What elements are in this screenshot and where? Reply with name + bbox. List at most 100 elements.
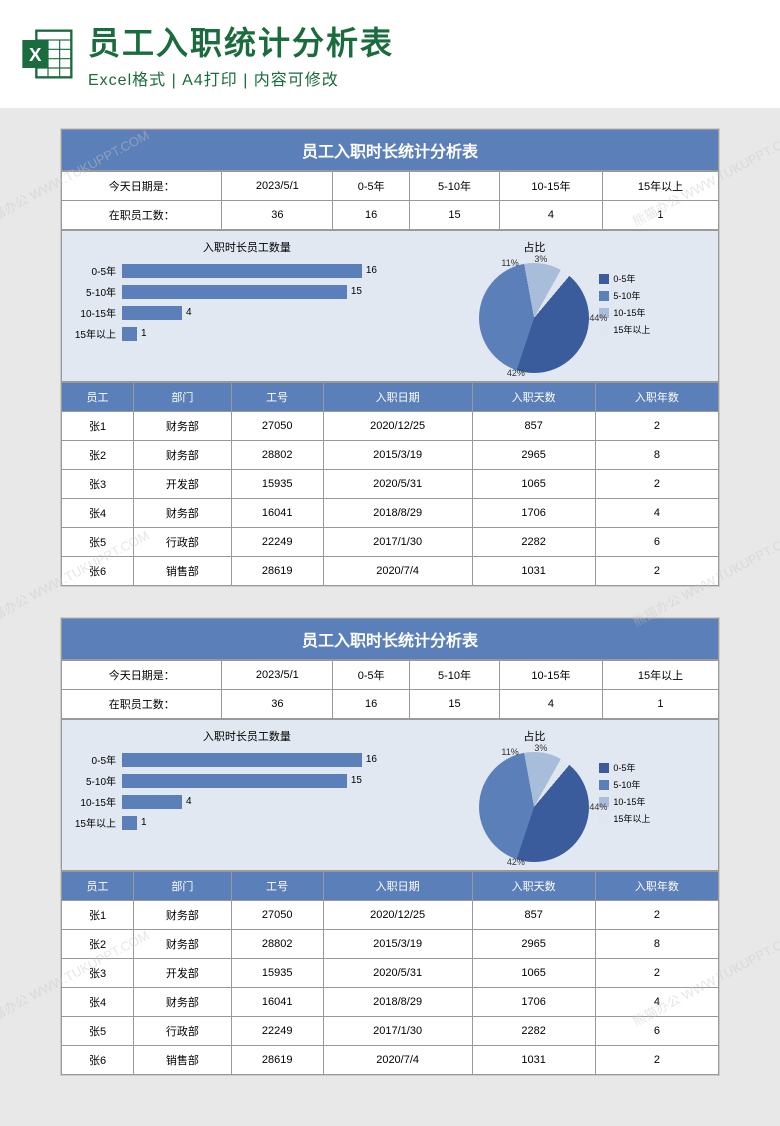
legend-item: 5-10年 [599, 289, 650, 302]
bar-label: 0-5年 [72, 752, 122, 767]
table-row: 张4财务部160412018/8/2917064 [62, 988, 719, 1017]
bar-fill [122, 753, 362, 767]
pie-chart-title: 占比 [479, 728, 589, 744]
summary-table: 今天日期是：2023/5/10-5年5-10年10-15年15年以上在职员工数：… [61, 171, 719, 230]
table-cell: 8 [595, 441, 718, 470]
table-cell: 销售部 [134, 557, 232, 586]
table-cell: 1065 [472, 470, 595, 499]
bar-chart: 入职时长员工数量0-5年165-10年1510-15年415年以上1 [72, 239, 422, 373]
table-cell: 28802 [231, 930, 323, 959]
bar-fill [122, 306, 182, 320]
table-header: 员工 [62, 872, 134, 901]
table-cell: 张3 [62, 959, 134, 988]
table-row: 张6销售部286192020/7/410312 [62, 1046, 719, 1075]
table-cell: 4 [595, 988, 718, 1017]
bar-value: 15 [347, 774, 362, 788]
table-cell: 行政部 [134, 1017, 232, 1046]
bar-chart-title: 入职时长员工数量 [72, 239, 422, 255]
pie-chart: 占比44%42%11%3%0-5年5-10年10-15年15年以上 [422, 239, 708, 373]
table-cell: 张4 [62, 988, 134, 1017]
banner-title: 员工入职统计分析表 [88, 18, 760, 64]
summary-cell: 1 [602, 690, 718, 719]
table-cell: 2965 [472, 930, 595, 959]
summary-cell: 0-5年 [333, 172, 410, 201]
pie-legend: 0-5年5-10年10-15年15年以上 [599, 761, 650, 829]
table-cell: 2017/1/30 [323, 1017, 472, 1046]
table-header: 工号 [231, 872, 323, 901]
table-header: 工号 [231, 383, 323, 412]
table-cell: 开发部 [134, 959, 232, 988]
table-cell: 27050 [231, 901, 323, 930]
excel-icon: X [20, 26, 76, 82]
pie-legend: 0-5年 5-10年 10-15年 15年以上 [599, 272, 650, 340]
table-cell: 27050 [231, 412, 323, 441]
summary-cell: 在职员工数： [62, 690, 222, 719]
bar-label: 15年以上 [72, 326, 122, 341]
table-cell: 1706 [472, 988, 595, 1017]
table-cell: 财务部 [134, 499, 232, 528]
table-cell: 张2 [62, 441, 134, 470]
legend-label: 0-5年 [613, 272, 635, 285]
pie-chart: 占比44%42%11%3%0-5年5-10年10-15年15年以上 [422, 728, 708, 862]
table-cell: 2 [595, 557, 718, 586]
table-cell: 2015/3/19 [323, 930, 472, 959]
table-cell: 张5 [62, 528, 134, 557]
legend-item: 5-10年 [599, 778, 650, 791]
summary-cell: 10-15年 [499, 172, 602, 201]
table-header: 入职年数 [595, 872, 718, 901]
table-header: 入职日期 [323, 383, 472, 412]
legend-label: 15年以上 [613, 323, 650, 336]
sheet-title: 员工入职时长统计分析表 [61, 618, 719, 660]
table-cell: 22249 [231, 1017, 323, 1046]
page-area: 熊猫办公 WWW.TUKUPPT.COM 熊猫办公 WWW.TUKUPPT.CO… [0, 108, 780, 1126]
table-cell: 2018/8/29 [323, 499, 472, 528]
table-cell: 张1 [62, 901, 134, 930]
summary-cell: 15年以上 [602, 172, 718, 201]
summary-cell: 5-10年 [410, 172, 500, 201]
chart-section: 入职时长员工数量0-5年165-10年1510-15年415年以上1占比44%4… [61, 719, 719, 871]
table-cell: 2 [595, 959, 718, 988]
table-cell: 1031 [472, 1046, 595, 1075]
chart-section: 入职时长员工数量0-5年165-10年1510-15年415年以上1占比44%4… [61, 230, 719, 382]
table-row: 张2财务部288022015/3/1929658 [62, 441, 719, 470]
summary-cell: 0-5年 [333, 661, 410, 690]
pie-slice-label: 42% [507, 857, 525, 867]
table-header: 员工 [62, 383, 134, 412]
bar-value: 1 [137, 327, 147, 341]
sheet: 员工入职时长统计分析表今天日期是：2023/5/10-5年5-10年10-15年… [60, 128, 720, 587]
table-row: 张3开发部159352020/5/3110652 [62, 470, 719, 499]
table-cell: 2965 [472, 441, 595, 470]
legend-item: 0-5年 [599, 761, 650, 774]
table-cell: 1031 [472, 557, 595, 586]
table-cell: 2 [595, 412, 718, 441]
employee-table: 员工部门工号入职日期入职天数入职年数张1财务部270502020/12/2585… [61, 871, 719, 1075]
table-cell: 16041 [231, 499, 323, 528]
table-cell: 15935 [231, 959, 323, 988]
table-cell: 2020/7/4 [323, 1046, 472, 1075]
table-cell: 张4 [62, 499, 134, 528]
summary-cell: 15年以上 [602, 661, 718, 690]
table-cell: 2282 [472, 528, 595, 557]
bar-row: 15年以上1 [72, 815, 422, 830]
bar-label: 5-10年 [72, 773, 122, 788]
summary-cell: 36 [222, 201, 333, 230]
table-row: 张3开发部159352020/5/3110652 [62, 959, 719, 988]
table-header: 入职日期 [323, 872, 472, 901]
pie-slice-label: 42% [507, 368, 525, 378]
summary-cell: 15 [410, 690, 500, 719]
table-cell: 1706 [472, 499, 595, 528]
table-cell: 2282 [472, 1017, 595, 1046]
table-cell: 财务部 [134, 901, 232, 930]
summary-cell: 2023/5/1 [222, 172, 333, 201]
table-header: 部门 [134, 872, 232, 901]
table-row: 张5行政部222492017/1/3022826 [62, 1017, 719, 1046]
summary-cell: 2023/5/1 [222, 661, 333, 690]
bar-label: 10-15年 [72, 305, 122, 320]
table-cell: 2 [595, 1046, 718, 1075]
table-cell: 8 [595, 930, 718, 959]
legend-label: 10-15年 [613, 306, 645, 319]
table-cell: 财务部 [134, 441, 232, 470]
summary-cell: 5-10年 [410, 661, 500, 690]
bar-value: 16 [362, 264, 377, 278]
table-cell: 财务部 [134, 988, 232, 1017]
